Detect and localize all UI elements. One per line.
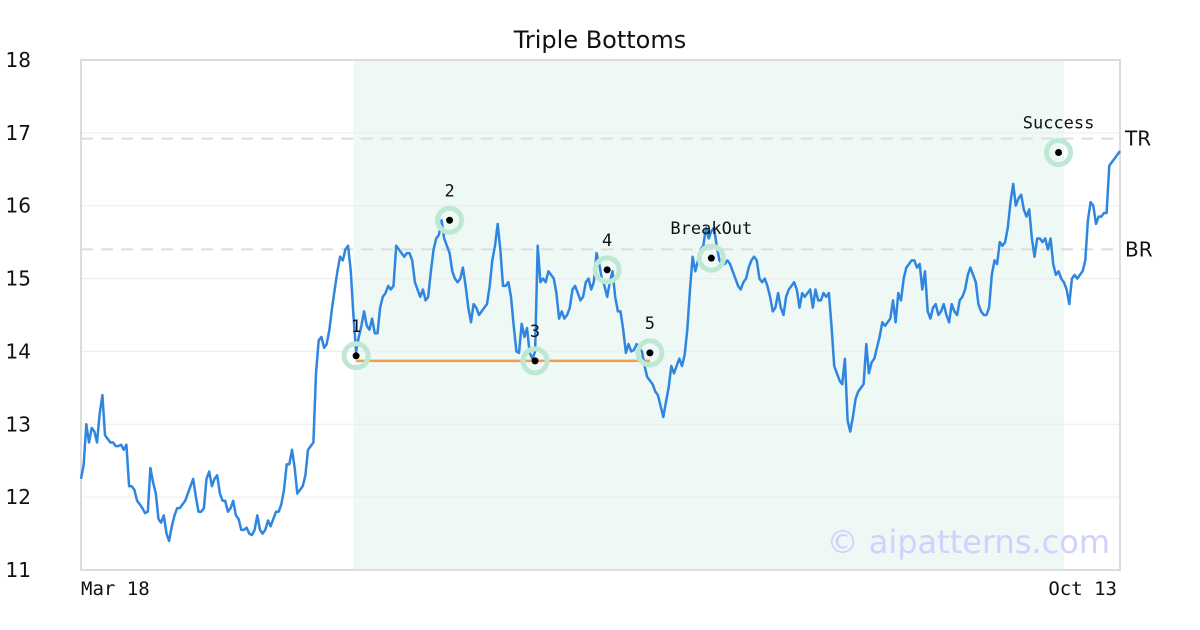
pattern-points: 1 2 3 4 5 BreakOut Success <box>341 114 1095 376</box>
point-marker-ring <box>520 346 550 376</box>
point-label: 2 <box>444 181 454 201</box>
point-marker <box>352 352 360 360</box>
plot-frame <box>80 59 1121 571</box>
y-tick-label: 17 <box>6 121 31 145</box>
y-tick-label: 14 <box>6 339 31 363</box>
y-tick-label: 13 <box>6 412 31 436</box>
point-marker-ring <box>635 338 665 368</box>
x-start-label: Mar 18 <box>81 578 150 600</box>
point-marker <box>1055 149 1063 157</box>
point-marker-ring <box>435 205 465 235</box>
point-label: BreakOut <box>670 219 752 239</box>
point-marker <box>603 266 611 274</box>
price-line <box>79 150 1121 543</box>
point-marker <box>707 254 715 262</box>
level-label: BR <box>1125 237 1153 261</box>
y-tick-label: 16 <box>6 194 31 218</box>
point-marker <box>531 357 539 365</box>
x-end-label: Oct 13 <box>1048 578 1117 600</box>
point-marker-ring <box>341 341 371 371</box>
point-label: 1 <box>351 317 361 337</box>
point-marker-ring <box>1044 138 1074 168</box>
point-marker <box>646 349 654 357</box>
level-label: TR <box>1124 127 1151 151</box>
y-axis: 11 12 13 14 15 16 17 18 <box>6 48 31 582</box>
point-marker <box>446 216 454 224</box>
y-tick-label: 18 <box>6 48 31 72</box>
watermark: © aipatterns.com <box>827 523 1110 561</box>
y-tick-label: 11 <box>6 558 31 582</box>
point-label: 4 <box>602 231 612 251</box>
levels: TR BR <box>81 127 1153 261</box>
chart-title: Triple Bottoms <box>513 26 687 54</box>
point-marker-ring <box>696 243 726 273</box>
y-tick-label: 15 <box>6 267 31 291</box>
y-tick-label: 12 <box>6 485 31 509</box>
point-label: 5 <box>645 314 655 334</box>
point-label: 3 <box>530 322 540 342</box>
point-label: Success <box>1023 114 1095 134</box>
point-marker-ring <box>592 255 622 285</box>
